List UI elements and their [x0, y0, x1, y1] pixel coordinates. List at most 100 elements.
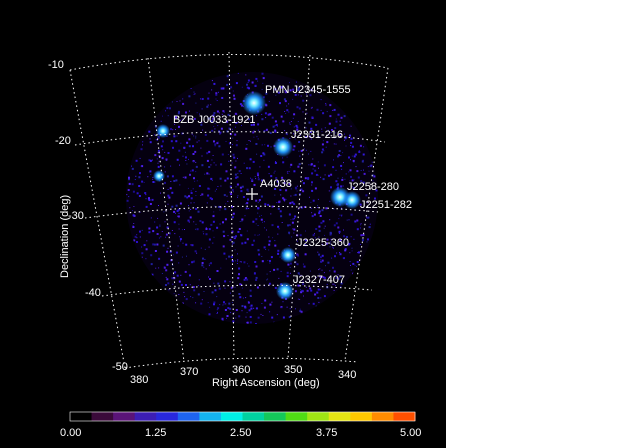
photon-event [271, 116, 274, 119]
photon-event [195, 207, 198, 210]
photon-event [335, 222, 338, 225]
photon-event [249, 140, 251, 142]
photon-event [267, 203, 270, 206]
photon-event [235, 144, 238, 147]
photon-event [249, 305, 251, 307]
photon-event [231, 205, 234, 208]
photon-event [374, 197, 376, 200]
photon-event [247, 301, 249, 303]
photon-event [284, 91, 287, 94]
photon-event [227, 307, 230, 310]
photon-event [154, 250, 157, 252]
photon-event [247, 82, 249, 83]
photon-event [230, 312, 232, 314]
photon-event [229, 191, 231, 193]
photon-event [261, 118, 264, 121]
photon-event [332, 247, 334, 249]
photon-event [193, 221, 195, 223]
photon-event [237, 230, 240, 233]
photon-event [167, 203, 169, 205]
photon-event [272, 237, 274, 239]
photon-event [282, 157, 284, 159]
photon-event [233, 236, 236, 238]
photon-event [302, 99, 305, 102]
photon-event [295, 124, 298, 127]
photon-event [309, 196, 310, 198]
photon-event [219, 133, 221, 135]
photon-event [157, 152, 159, 153]
photon-event [308, 121, 311, 124]
photon-event [302, 190, 305, 193]
photon-event [341, 168, 343, 170]
photon-event [232, 241, 235, 244]
photon-event [136, 234, 138, 236]
photon-event [321, 143, 324, 146]
photon-event [218, 145, 221, 148]
photon-event [217, 205, 220, 208]
photon-event [274, 244, 277, 247]
photon-event [294, 215, 297, 218]
photon-event [320, 221, 323, 224]
photon-event [322, 220, 325, 223]
photon-event [234, 173, 237, 176]
photon-event [292, 88, 295, 91]
photon-event [280, 115, 283, 118]
photon-event [303, 295, 304, 297]
photon-event [274, 88, 277, 91]
photon-event [335, 169, 337, 171]
photon-event [321, 128, 323, 130]
photon-event [276, 202, 278, 203]
photon-event [200, 247, 202, 249]
photon-event [329, 243, 331, 245]
photon-event [152, 176, 154, 178]
photon-event [148, 130, 151, 133]
photon-event [237, 260, 238, 262]
photon-event [177, 215, 179, 217]
photon-event [353, 179, 355, 181]
photon-event [321, 254, 324, 257]
photon-event [247, 301, 250, 304]
photon-event [356, 219, 359, 222]
photon-event [272, 125, 275, 128]
photon-event [223, 235, 226, 238]
photon-event [323, 276, 326, 279]
photon-event [206, 152, 209, 155]
coordinate-grid [69, 51, 389, 369]
photon-event [328, 122, 331, 125]
photon-event [208, 276, 209, 278]
photon-event [277, 125, 278, 127]
photon-event [319, 268, 321, 270]
photon-event [288, 233, 290, 235]
photon-event [354, 153, 357, 156]
photon-event [274, 125, 276, 127]
photon-event [225, 170, 228, 173]
photon-event [245, 74, 247, 76]
photon-event [256, 153, 258, 155]
photon-event [320, 109, 322, 111]
photon-event [289, 122, 291, 124]
photon-event [248, 140, 250, 141]
photon-event [228, 255, 231, 258]
photon-event [172, 129, 174, 131]
photon-event [259, 166, 261, 168]
photon-event [188, 264, 190, 266]
photon-event [234, 126, 236, 128]
photon-event [186, 163, 188, 165]
photon-event [175, 140, 178, 143]
photon-event [148, 197, 150, 200]
photon-event [143, 181, 145, 183]
photon-event [229, 92, 231, 94]
photon-event [210, 164, 212, 166]
photon-event [231, 260, 234, 263]
photon-event [350, 175, 352, 178]
photon-event [207, 194, 210, 197]
photon-event [166, 250, 169, 253]
photon-event [222, 245, 225, 248]
photon-event [195, 161, 197, 163]
photon-event [301, 289, 303, 291]
photon-event [337, 135, 339, 137]
photon-event [195, 137, 197, 139]
photon-event [300, 274, 302, 276]
dec-tick-label: -50 [112, 361, 128, 373]
photon-event [270, 175, 273, 178]
